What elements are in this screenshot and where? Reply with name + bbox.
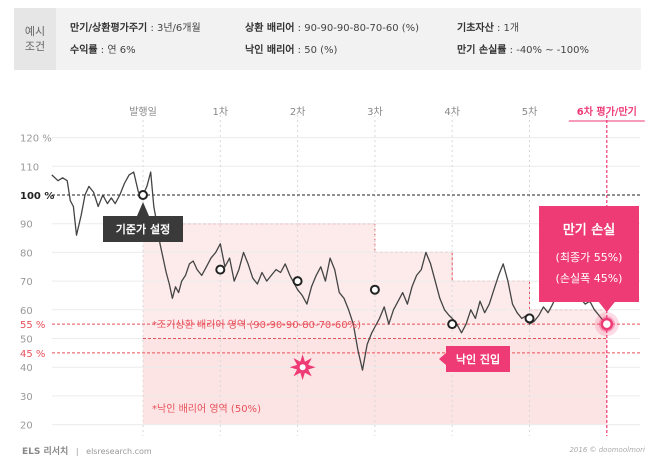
redemption-zone — [374, 252, 453, 339]
maturity-callout-pointer — [598, 302, 615, 312]
copyright: 2016 © doomoolmori — [569, 446, 645, 454]
knock-in-zone-label: *낙인 배리어 영역 (50%) — [152, 403, 261, 415]
y-tick-label: 100 % — [20, 191, 54, 202]
y-tick-label: 50 — [20, 335, 33, 346]
y-tick-label: 70 — [20, 277, 33, 288]
early-redemption-zone-label: *조기상환 배리어 영역 (90-90-90-80-70-60%) — [152, 319, 361, 331]
condition-key: 상환 배리어 — [245, 23, 295, 34]
y-tick-labels: 120 % 110 100 % 90 80 70 60 55 % 50 45 % 40 30 20 — [20, 134, 54, 432]
evaluation-marker — [524, 313, 535, 324]
evaluation-markers — [138, 190, 619, 337]
maturity-title: 만기 손실 — [563, 222, 615, 238]
base-price-callout-pointer — [137, 202, 149, 216]
condition-key: 낙인 배리어 — [245, 45, 295, 56]
evaluation-marker — [138, 190, 148, 200]
condition-value: : 3년/6개월 — [147, 23, 201, 34]
condition-knock-in-barrier: 낙인 배리어 : 50 (%) — [245, 41, 337, 56]
condition-key: 만기/상환평가주기 — [70, 23, 148, 34]
maturity-final-price: (최종가 55%) — [556, 251, 623, 264]
y-tick-label: 55 % — [20, 320, 45, 331]
footer-separator: | — [75, 447, 79, 456]
condition-value: : 1개 — [493, 23, 520, 34]
x-tick-label: 1차 — [213, 106, 229, 118]
condition-value: : 연 6% — [97, 45, 136, 56]
brand-logo: ELS 리서치 — [22, 447, 69, 457]
condition-key: 수익률 — [70, 45, 98, 56]
base-price-label: 기준가 설정 — [116, 222, 170, 236]
x-tick-label: 6차 평가/만기 — [577, 105, 637, 118]
y-tick-label: 90 — [20, 220, 33, 231]
knock-in-callout — [446, 346, 510, 372]
evaluation-marker — [215, 264, 226, 275]
maturity-marker — [600, 317, 614, 331]
condition-underlying: 기초자산 : 1개 — [457, 19, 519, 34]
condition-maturity-loss: 만기 손실률 : -40% ~ -100% — [457, 41, 589, 56]
x-tick-label: 5차 — [522, 106, 538, 118]
y-tick-label: 40 — [20, 363, 33, 374]
maturity-loss-amount: (손실폭 45%) — [556, 272, 623, 285]
condition-value: : 50 (%) — [294, 45, 338, 56]
y-tick-label: 120 % — [20, 134, 52, 145]
condition-maturity: 만기/상환평가주기 : 3년/6개월 — [70, 19, 201, 34]
condition-yield: 수익률 : 연 6% — [70, 41, 136, 56]
y-tick-label: 20 — [20, 421, 33, 432]
footer: ELS 리서치 | elsresearch.com — [22, 444, 152, 457]
x-tick-label: 3차 — [367, 106, 383, 118]
evaluation-marker — [292, 276, 303, 287]
x-tick-labels: 발행일 1차 2차 3차 4차 5차 6차 평가/만기 — [129, 105, 645, 122]
knock-in-label: 낙인 진입 — [456, 352, 500, 366]
x-tick-label: 4차 — [444, 106, 460, 118]
x-tick-label: 발행일 — [129, 106, 157, 118]
y-tick-label: 60 — [20, 306, 33, 317]
y-tick-label: 45 % — [20, 349, 45, 360]
knock-in-callout-pointer — [439, 353, 446, 365]
condition-value: : 90-90-90-80-70-60 (%) — [294, 23, 420, 34]
y-tick-label: 110 — [20, 162, 39, 173]
condition-panel: 예시 조건 만기/상환평가주기 : 3년/6개월 상환 배리어 : 90-90-… — [14, 8, 641, 70]
x-tick-label: 2차 — [290, 106, 306, 118]
condition-tag: 예시 조건 — [14, 8, 56, 70]
condition-key: 만기 손실률 — [457, 45, 507, 56]
evaluation-marker — [447, 319, 458, 330]
evaluation-marker — [369, 284, 380, 295]
base-price-callout — [103, 216, 183, 242]
knock-in-burst-center — [299, 364, 306, 371]
condition-value: : -40% ~ -100% — [506, 45, 589, 56]
condition-key: 기초자산 — [457, 23, 494, 34]
site-link[interactable]: elsresearch.com — [86, 447, 152, 456]
maturity-callout — [539, 206, 639, 302]
y-tick-label: 80 — [20, 248, 33, 259]
y-tick-label: 30 — [20, 392, 33, 403]
condition-redemption-barrier: 상환 배리어 : 90-90-90-80-70-60 (%) — [245, 19, 419, 34]
condition-tag-label: 예시 조건 — [24, 25, 46, 53]
